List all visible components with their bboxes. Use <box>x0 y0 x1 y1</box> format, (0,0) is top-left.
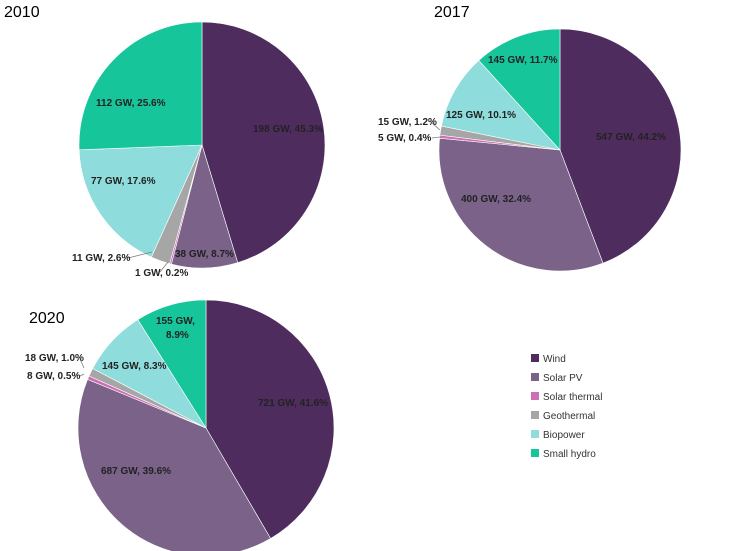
pie-slice-2017-solar-pv <box>438 137 604 272</box>
legend-label-solar-thermal: Solar thermal <box>543 392 602 403</box>
data-label-2017-solar-thermal: 5 GW, 0.4% <box>378 133 431 144</box>
leader-line-2020-solar-thermal <box>79 373 85 377</box>
leader-line-2020-geothermal <box>79 358 85 369</box>
pie-slice-2020-small-hydro <box>137 299 207 430</box>
data-label-2017-biopower: 125 GW, 10.1% <box>446 110 516 121</box>
legend-swatch-small-hydro <box>531 449 539 457</box>
pie-slice-2020-solar-pv <box>77 378 272 551</box>
legend-swatch-solar-thermal <box>531 392 539 400</box>
data-label-2020-geothermal: 18 GW, 1.0% <box>25 353 84 364</box>
pie-slice-2010-small-hydro <box>78 21 203 151</box>
pie-slice-2020-wind <box>205 299 335 539</box>
chart-title-2020: 2020 <box>29 310 65 327</box>
data-label-2017-small-hydro: 145 GW, 11.7% <box>488 55 558 66</box>
slices-layer <box>77 21 682 551</box>
legend-swatch-geothermal <box>531 411 539 419</box>
pie-slice-2017-biopower <box>441 59 561 151</box>
data-label-2017-wind: 547 GW, 44.2% <box>596 132 666 143</box>
legend: Wind Solar PV Solar thermal Geothermal B… <box>531 354 602 460</box>
data-label-2020-solar-pv: 687 GW, 39.6% <box>101 466 171 477</box>
leader-lines-layer <box>79 122 441 377</box>
legend-label-geothermal: Geothermal <box>543 411 595 422</box>
chart-title-2010: 2010 <box>4 4 40 21</box>
leader-line-2017-solar-thermal <box>431 136 441 139</box>
pie-slice-2017-wind <box>559 28 682 264</box>
data-label-2017-geothermal: 15 GW, 1.2% <box>378 117 437 128</box>
legend-label-wind: Wind <box>543 354 566 365</box>
data-label-2010-solar-pv: 38 GW, 8.7% <box>175 249 234 260</box>
leader-line-2010-geothermal <box>127 251 153 259</box>
leader-line-2010-solar-thermal <box>159 261 169 273</box>
leader-line-2017-geothermal <box>431 122 441 131</box>
legend-label-small-hydro: Small hydro <box>543 449 596 460</box>
data-label-2010-wind: 198 GW, 45.3% <box>253 124 323 135</box>
legend-swatch-solar-pv <box>531 373 539 381</box>
labels-layer: 198 GW, 45.3% 38 GW, 8.7% 1 GW, 0.2% 11 GW,… <box>25 55 666 477</box>
legend-swatch-wind <box>531 354 539 362</box>
legend-swatch-biopower <box>531 430 539 438</box>
legend-label-biopower: Biopower <box>543 430 585 441</box>
chart-title-2017: 2017 <box>434 4 470 21</box>
pie-slice-2010-wind <box>201 21 326 264</box>
data-label-2020-biopower: 145 GW, 8.3% <box>102 361 167 372</box>
legend-label-solar-pv: Solar PV <box>543 373 583 384</box>
data-label-2020-wind: 721 GW, 41.6% <box>258 398 328 409</box>
data-label-2010-geothermal: 11 GW, 2.6% <box>72 253 130 264</box>
data-label-2020-solar-thermal: 8 GW, 0.5% <box>27 371 80 382</box>
data-label-2020-small-hydro: 155 GW, 8.9% <box>156 316 195 341</box>
data-label-2010-small-hydro: 112 GW, 25.6% <box>96 98 166 109</box>
pie-slice-2017-small-hydro <box>478 28 561 151</box>
pie-slice-2010-biopower <box>78 144 203 258</box>
data-label-2010-solar-thermal: 1 GW, 0.2% <box>135 268 188 279</box>
data-label-2010-biopower: 77 GW, 17.6% <box>91 176 156 187</box>
data-label-2017-solar-pv: 400 GW, 32.4% <box>461 194 531 205</box>
